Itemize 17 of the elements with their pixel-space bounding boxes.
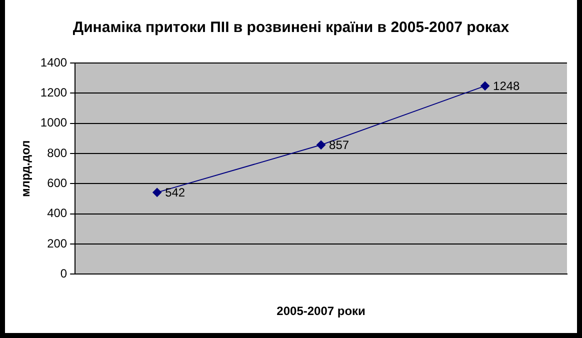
- y-axis-title: млрд.дол: [18, 140, 33, 197]
- point: [480, 81, 490, 90]
- y-tick-label: 1400: [40, 55, 68, 70]
- y-tick-label: 1200: [40, 85, 68, 100]
- y-tick-label: 200: [47, 236, 68, 250]
- point: [316, 140, 326, 150]
- x-axis-title: 2005-2007 роки: [276, 304, 366, 318]
- y-tick-label: 800: [47, 146, 68, 160]
- point: [152, 188, 162, 197]
- y-tick-label: 400: [47, 206, 68, 220]
- data-label: 857: [329, 138, 350, 152]
- data-label: 1248: [493, 79, 520, 94]
- y-tick-label: 0: [60, 266, 68, 281]
- chart-title: Динаміка притоки ПІІ в розвинені країни в 2005-2007 роках: [72, 19, 510, 36]
- y-tick-label: 600: [47, 176, 68, 190]
- y-tick-label: 1000: [40, 116, 68, 130]
- data-label: 542: [165, 186, 186, 200]
